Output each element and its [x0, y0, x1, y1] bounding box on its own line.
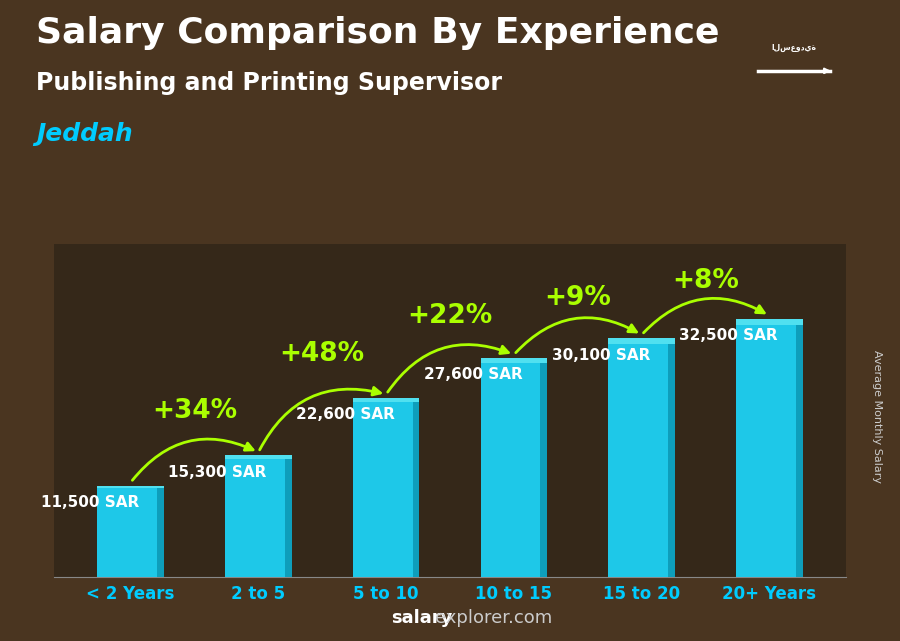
Bar [158, 486, 164, 577]
Bar [540, 358, 547, 577]
Bar [353, 397, 419, 402]
Bar [97, 486, 164, 488]
Text: Publishing and Printing Supervisor: Publishing and Printing Supervisor [36, 71, 502, 94]
Text: +22%: +22% [408, 303, 492, 329]
Text: +8%: +8% [672, 267, 739, 294]
Text: Salary Comparison By Experience: Salary Comparison By Experience [36, 16, 719, 50]
Bar [285, 456, 292, 577]
Text: Jeddah: Jeddah [36, 122, 132, 146]
Bar [97, 486, 164, 577]
Text: 15,300 SAR: 15,300 SAR [168, 465, 266, 480]
Bar [736, 319, 803, 577]
Bar [668, 338, 675, 577]
Bar [608, 338, 675, 344]
Text: +34%: +34% [152, 397, 237, 424]
Bar [413, 397, 419, 577]
Bar [796, 319, 803, 577]
Text: explorer.com: explorer.com [435, 609, 552, 627]
Text: Average Monthly Salary: Average Monthly Salary [872, 350, 883, 483]
Text: salary: salary [392, 609, 453, 627]
Bar [225, 456, 292, 577]
Bar [736, 319, 803, 326]
Bar [608, 338, 675, 577]
Text: 30,100 SAR: 30,100 SAR [552, 347, 650, 363]
Text: 27,600 SAR: 27,600 SAR [424, 367, 522, 383]
Bar [353, 397, 419, 577]
Text: +48%: +48% [280, 342, 364, 367]
Text: +9%: +9% [544, 285, 611, 311]
Bar [481, 358, 547, 363]
Text: 22,600 SAR: 22,600 SAR [296, 407, 395, 422]
Text: السعودية: السعودية [772, 43, 817, 52]
Bar [481, 358, 547, 577]
Bar [225, 456, 292, 458]
Text: 11,500 SAR: 11,500 SAR [40, 495, 139, 510]
Text: 32,500 SAR: 32,500 SAR [680, 328, 778, 344]
